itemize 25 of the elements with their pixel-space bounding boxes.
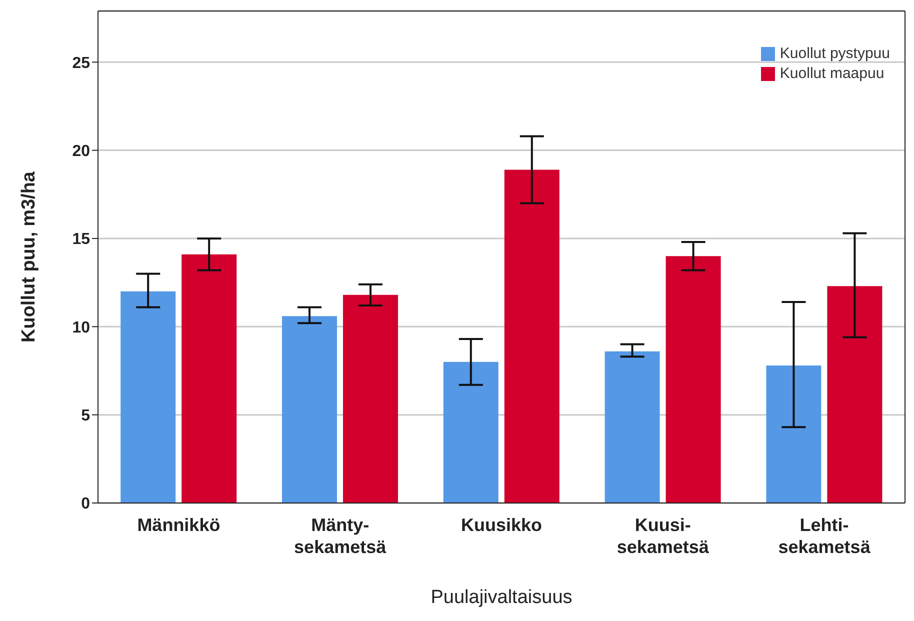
y-tick-label: 0 [81,496,90,513]
bar [282,316,337,503]
bar [604,351,660,503]
bar [120,291,176,503]
y-tick-label: 5 [81,408,90,425]
bar [182,254,237,503]
x-tick-label: Männikkö [137,515,220,535]
x-tick-label: Mänty- sekametsä [294,515,388,557]
bar [827,286,882,503]
y-tick-label: 25 [72,54,90,72]
legend-label: Kuollut pystypuu [780,44,890,64]
y-tick-label: 15 [72,231,90,248]
bar [443,362,498,503]
x-axis-title: Puulajivaltaisuus [430,587,572,608]
x-tick-label: Kuusikko [460,515,542,535]
y-axis-title: Kuollut puu, m3/ha [18,171,40,342]
bar [504,170,560,503]
bar [342,294,398,503]
x-tick-label: Lehti- sekametsä [778,515,872,557]
y-tick-label: 10 [72,319,90,336]
bar [666,256,721,503]
x-tick-label: Kuusi- sekametsä [616,515,710,557]
legend-label: Kuollut maapuu [780,64,884,84]
y-tick-label: 20 [72,142,90,160]
bar [766,365,822,503]
